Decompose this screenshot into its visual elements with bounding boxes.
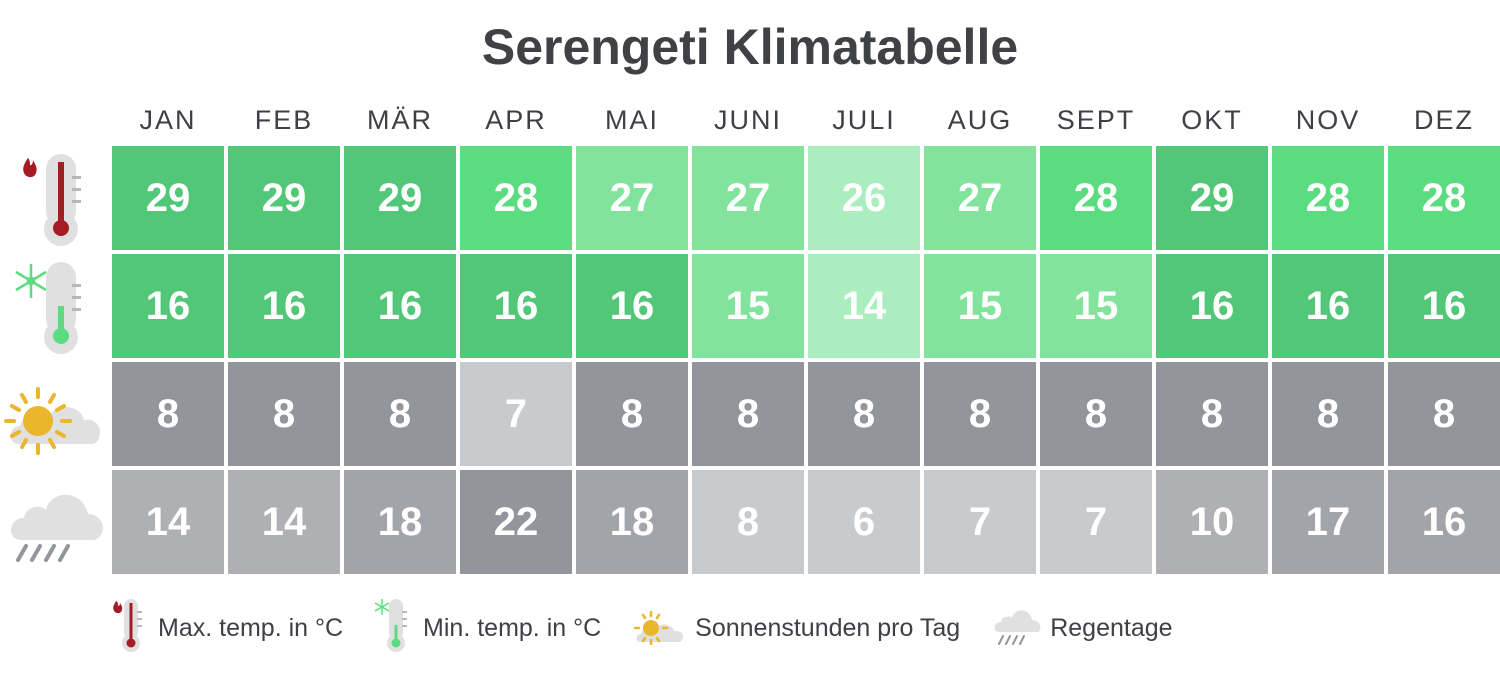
table-cell-max_temp: 27 <box>576 146 688 250</box>
month-label: MAI <box>604 105 659 135</box>
page-title: Serengeti Klimatabelle <box>481 19 1019 75</box>
legend-item-sunshine: Sonnenstunden pro Tag <box>631 604 960 653</box>
table-cell-sunshine: 8 <box>1040 362 1152 466</box>
table-cell-rain_days: 22 <box>460 470 572 574</box>
table-cell-min_temp: 15 <box>924 254 1036 358</box>
table-cell-max_temp: 28 <box>1272 146 1384 250</box>
table-cell-max_temp: 29 <box>344 146 456 250</box>
month-label: FEB <box>254 105 314 135</box>
table-cell-rain_days: 18 <box>344 470 456 574</box>
climate-table: 29 29 29 28 27 27 26 27 28 29 28 28 16 16 16 16 16 15 14 15… <box>112 146 1500 574</box>
rain-cloud-icon <box>0 470 110 574</box>
table-cell-rain_days: 10 <box>1156 470 1268 574</box>
table-cell-sunshine: 8 <box>112 362 224 466</box>
table-cell-sunshine: 8 <box>692 362 804 466</box>
month-header: JAN FEB MÄR APR MAI JUNI JULI AUG SEPT O… <box>112 100 1500 140</box>
thermometer-hot-icon <box>0 146 110 250</box>
month-label: DEZ <box>1414 105 1474 135</box>
table-cell-min_temp: 16 <box>576 254 688 358</box>
table-cell-rain_days: 16 <box>1388 470 1500 574</box>
table-cell-max_temp: 28 <box>1040 146 1152 250</box>
table-cell-min_temp: 14 <box>808 254 920 358</box>
month-label: JUNI <box>714 105 782 135</box>
table-cell-max_temp: 27 <box>692 146 804 250</box>
month-label: APR <box>485 105 547 135</box>
thermometer-cold-icon <box>373 597 417 660</box>
table-cell-rain_days: 8 <box>692 470 804 574</box>
legend-item-max-temp: Max. temp. in °C <box>108 597 343 660</box>
table-cell-sunshine: 8 <box>924 362 1036 466</box>
table-cell-rain_days: 14 <box>112 470 224 574</box>
month-label: NOV <box>1295 105 1361 135</box>
legend-label: Min. temp. in °C <box>423 613 602 642</box>
table-cell-rain_days: 6 <box>808 470 920 574</box>
table-cell-min_temp: 15 <box>1040 254 1152 358</box>
table-cell-max_temp: 29 <box>112 146 224 250</box>
month-label: SEPT <box>1056 105 1136 135</box>
table-cell-min_temp: 16 <box>1388 254 1500 358</box>
table-cell-rain_days: 14 <box>228 470 340 574</box>
table-cell-max_temp: 28 <box>1388 146 1500 250</box>
month-label: JULI <box>832 105 896 135</box>
month-label: OKT <box>1181 105 1243 135</box>
table-cell-sunshine: 8 <box>228 362 340 466</box>
table-cell-max_temp: 27 <box>924 146 1036 250</box>
month-label: AUG <box>947 105 1013 135</box>
table-cell-min_temp: 16 <box>112 254 224 358</box>
table-cell-rain_days: 7 <box>924 470 1036 574</box>
table-cell-sunshine: 8 <box>1156 362 1268 466</box>
table-cell-sunshine: 8 <box>1388 362 1500 466</box>
table-cell-min_temp: 15 <box>692 254 804 358</box>
sun-cloud-icon <box>631 604 689 653</box>
month-label: JAN <box>139 105 197 135</box>
legend-label: Regentage <box>1050 613 1173 642</box>
month-label: MÄR <box>367 105 433 135</box>
table-cell-sunshine: 7 <box>460 362 572 466</box>
table-cell-sunshine: 8 <box>1272 362 1384 466</box>
table-cell-rain_days: 7 <box>1040 470 1152 574</box>
table-cell-sunshine: 8 <box>808 362 920 466</box>
table-cell-rain_days: 17 <box>1272 470 1384 574</box>
sun-cloud-icon <box>0 362 110 466</box>
table-cell-max_temp: 29 <box>228 146 340 250</box>
legend-label: Sonnenstunden pro Tag <box>695 613 961 642</box>
table-cell-min_temp: 16 <box>1272 254 1384 358</box>
legend-item-min-temp: Min. temp. in °C <box>373 597 601 660</box>
thermometer-hot-icon <box>108 597 152 660</box>
table-cell-sunshine: 8 <box>344 362 456 466</box>
table-cell-min_temp: 16 <box>344 254 456 358</box>
table-cell-max_temp: 28 <box>460 146 572 250</box>
table-cell-min_temp: 16 <box>460 254 572 358</box>
table-cell-min_temp: 16 <box>1156 254 1268 358</box>
table-cell-min_temp: 16 <box>228 254 340 358</box>
rain-cloud-icon <box>990 604 1044 653</box>
table-cell-max_temp: 29 <box>1156 146 1268 250</box>
legend-item-rain: Regentage <box>990 604 1173 653</box>
legend-label: Max. temp. in °C <box>158 613 344 642</box>
table-cell-rain_days: 18 <box>576 470 688 574</box>
legend: Max. temp. in °C Min. temp. in °C <box>108 596 1203 660</box>
thermometer-cold-icon <box>0 254 110 358</box>
table-cell-sunshine: 8 <box>576 362 688 466</box>
table-cell-max_temp: 26 <box>808 146 920 250</box>
